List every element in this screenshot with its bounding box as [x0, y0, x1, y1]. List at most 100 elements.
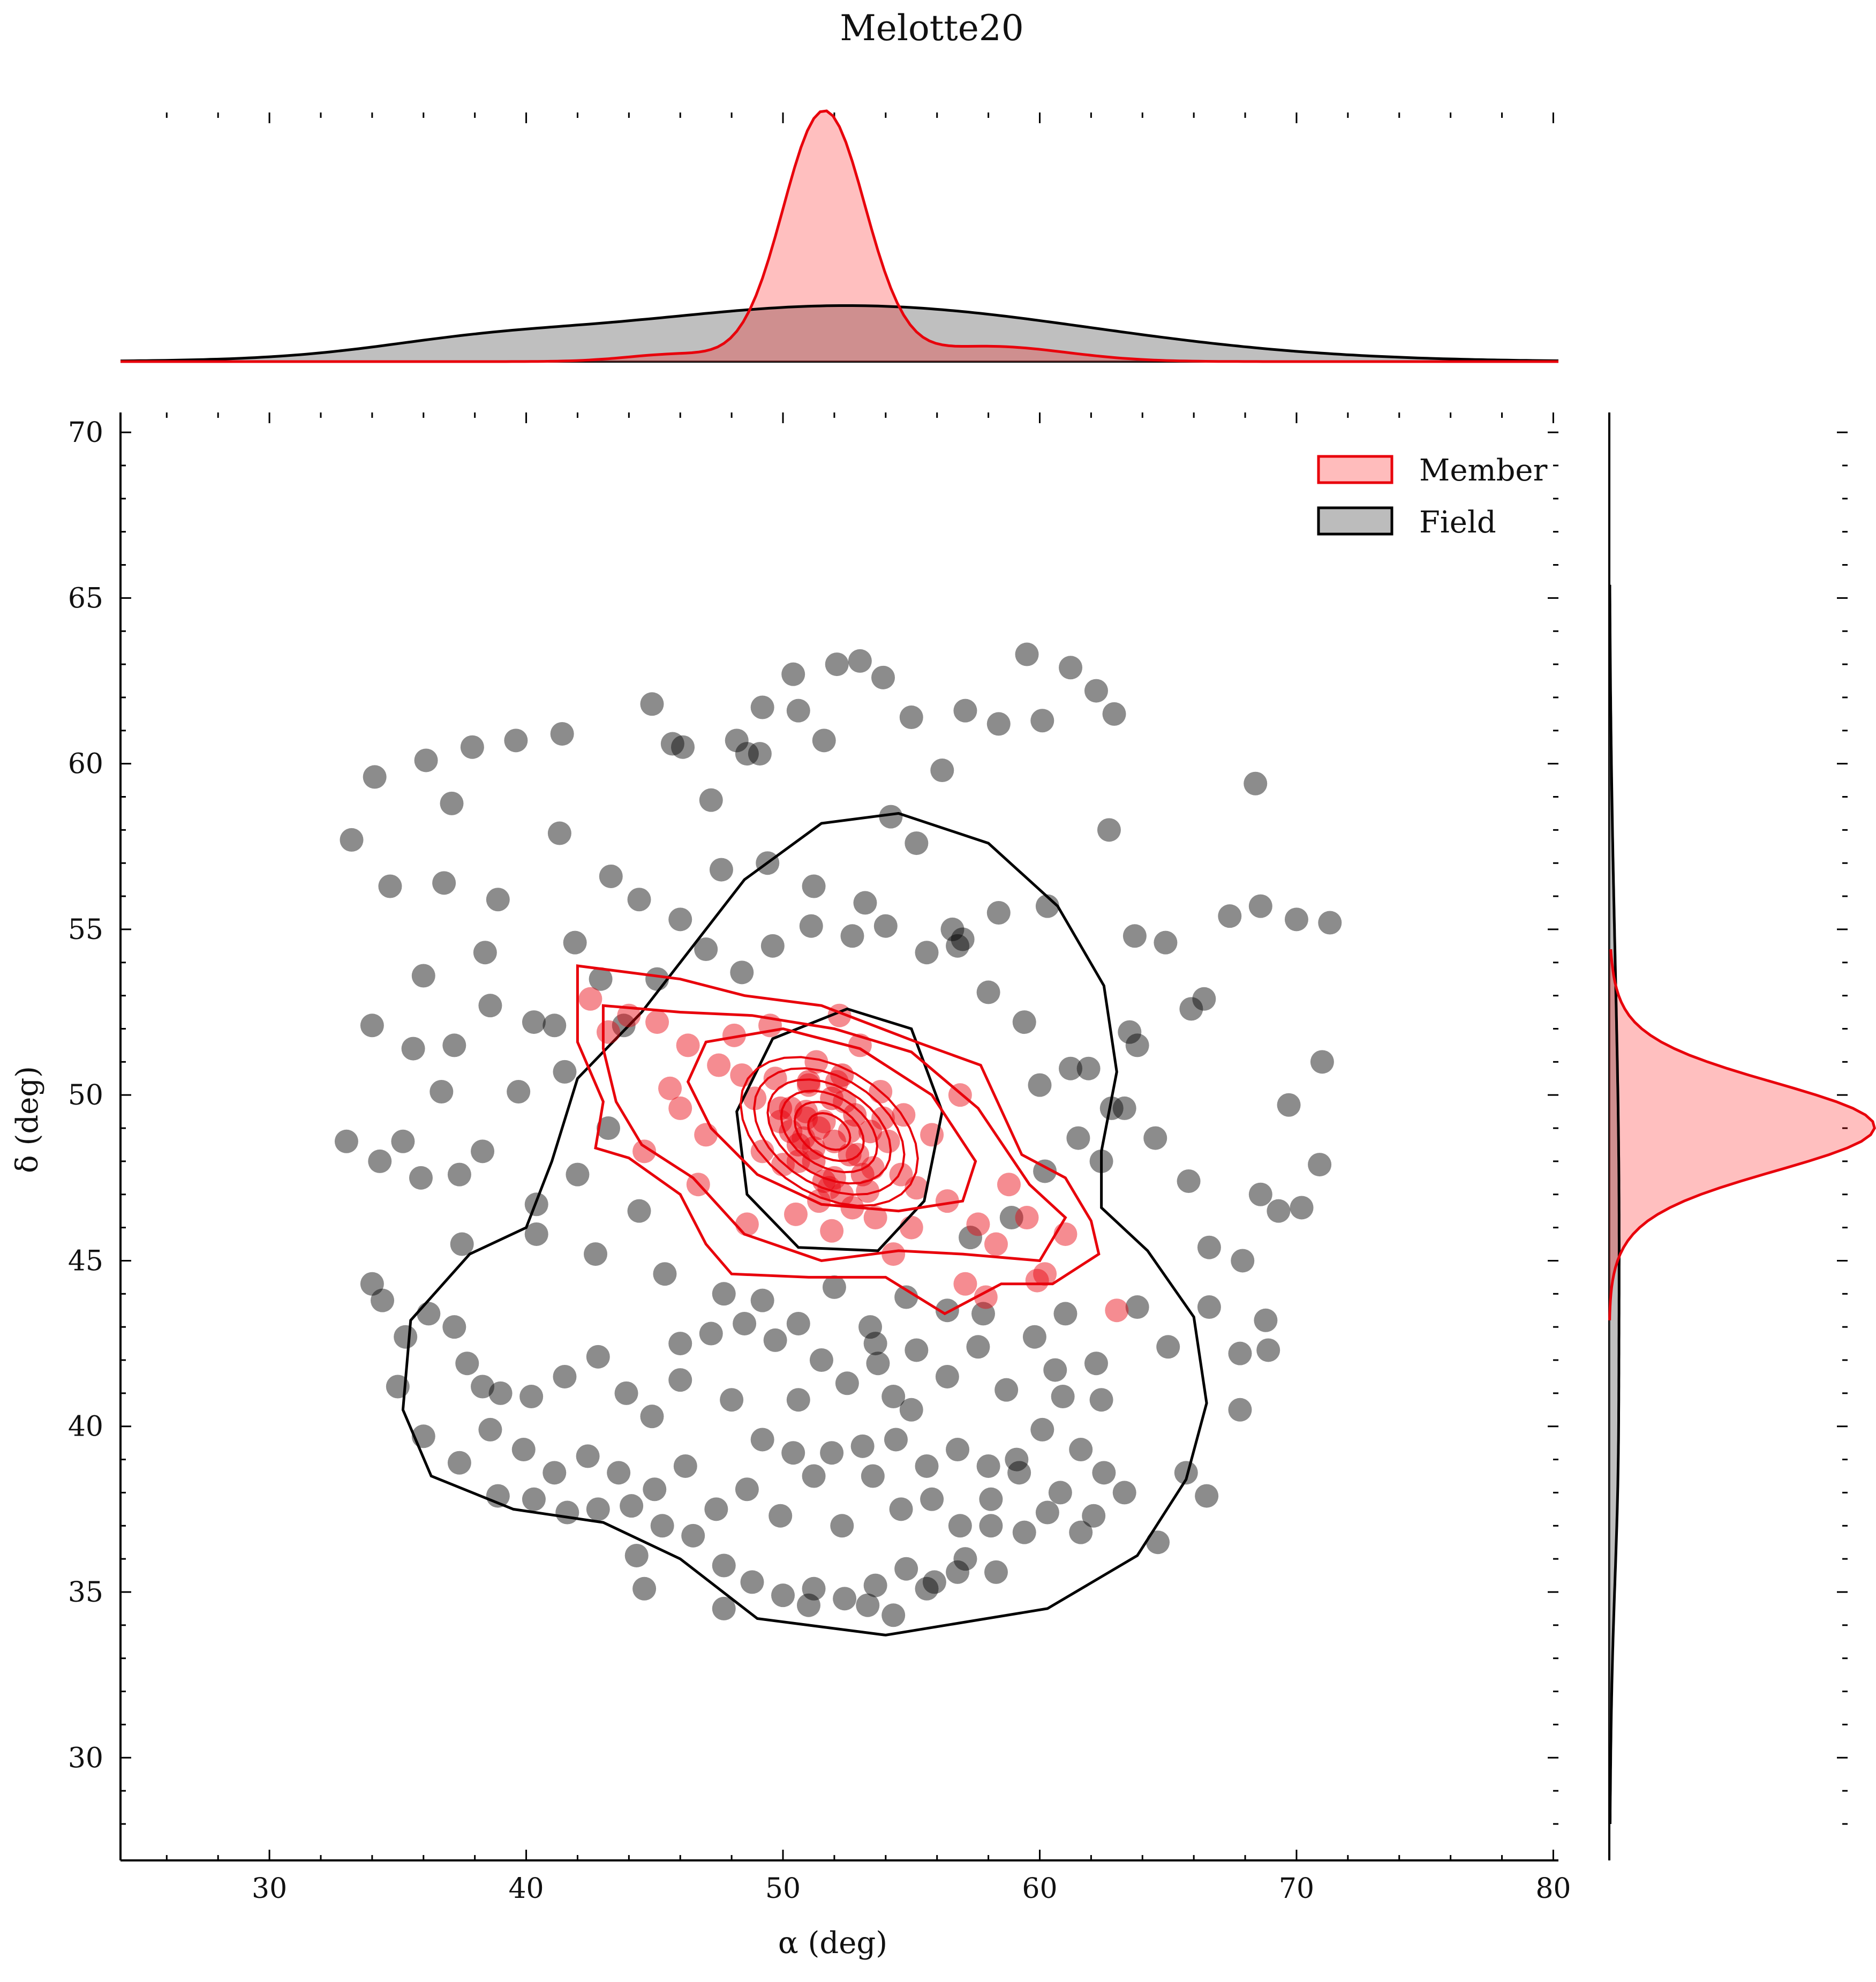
field-point — [1308, 1153, 1332, 1177]
field-point — [935, 1364, 959, 1388]
field-point — [704, 1497, 728, 1521]
field-point — [1089, 1388, 1113, 1412]
field-point — [712, 1282, 736, 1306]
field-point — [1033, 1159, 1057, 1183]
field-point — [802, 1576, 826, 1601]
member-point — [794, 1106, 818, 1130]
x-tick-label: 50 — [765, 1873, 801, 1905]
member-point — [997, 1173, 1021, 1197]
field-point — [620, 1494, 644, 1518]
field-point — [488, 1381, 513, 1405]
field-point — [1122, 924, 1147, 948]
field-point — [1177, 1169, 1201, 1193]
x-axis-label: α (deg) — [778, 1926, 887, 1961]
field-point — [1197, 1235, 1221, 1259]
field-point — [984, 1560, 1008, 1584]
field-point — [1051, 1385, 1075, 1409]
field-point — [409, 1166, 433, 1190]
member-point — [722, 1023, 746, 1047]
field-point — [1267, 1199, 1291, 1223]
field-point — [440, 791, 464, 815]
y-tick-label: 50 — [68, 1079, 103, 1112]
member-point — [779, 1120, 803, 1144]
field-point — [586, 1497, 610, 1521]
alpha-member-kde-line — [120, 109, 1558, 363]
alpha-marginal-panel — [120, 109, 1559, 363]
field-point — [796, 1593, 820, 1617]
field-point — [368, 1149, 392, 1173]
field-point — [1007, 1461, 1031, 1485]
field-point — [650, 1514, 674, 1538]
field-point — [1097, 818, 1121, 842]
field-point — [763, 1328, 787, 1352]
y-tick-label: 70 — [68, 417, 103, 449]
field-point — [882, 1385, 906, 1409]
field-point — [935, 1298, 959, 1323]
field-point — [748, 742, 772, 766]
field-point — [1012, 1010, 1036, 1034]
field-point — [976, 980, 1000, 1004]
member-point — [694, 1123, 718, 1147]
field-point — [450, 1232, 474, 1256]
field-point — [809, 1348, 833, 1372]
field-point — [360, 1272, 384, 1296]
field-point — [1156, 1335, 1180, 1359]
member-point — [1053, 1222, 1078, 1246]
member-point — [1033, 1262, 1057, 1286]
field-point — [563, 930, 587, 955]
field-point — [853, 891, 877, 915]
field-point — [986, 900, 1011, 925]
field-point — [946, 1560, 970, 1584]
field-point — [624, 1543, 649, 1567]
member-point — [882, 1242, 906, 1266]
field-point — [1102, 702, 1126, 726]
member-contour-outer — [576, 964, 1101, 1316]
field-point — [820, 1441, 844, 1465]
field-point — [1028, 1073, 1052, 1097]
field-point — [632, 1576, 657, 1601]
field-point — [543, 1013, 567, 1038]
field-point — [1030, 1417, 1054, 1442]
field-point — [1035, 1500, 1059, 1525]
legend-member-swatch — [1317, 455, 1393, 484]
main-scatter-panel: 30 40 50 60 70 80 30 35 40 45 50 55 60 65 70 — [68, 412, 1571, 1905]
field-point — [1043, 1358, 1067, 1382]
field-point — [378, 874, 402, 898]
field-point — [802, 1464, 826, 1488]
field-point — [1154, 930, 1178, 955]
chart-title: Melotte20 — [840, 7, 1024, 49]
field-point — [1195, 1484, 1219, 1508]
field-point — [553, 1060, 577, 1084]
field-point — [802, 874, 826, 898]
field-point — [576, 1444, 600, 1468]
field-point — [735, 1477, 759, 1501]
field-point — [786, 699, 810, 723]
field-point — [930, 759, 954, 783]
y-axis-label: δ (deg) — [10, 1066, 45, 1173]
field-point — [1084, 679, 1108, 703]
member-point — [596, 1020, 620, 1044]
field-point — [861, 1464, 885, 1488]
field-point — [550, 722, 574, 746]
field-point — [730, 960, 754, 985]
member-point — [783, 1202, 808, 1226]
field-point — [478, 1417, 502, 1442]
field-point — [1254, 1308, 1278, 1332]
y-tick-label: 30 — [68, 1742, 103, 1774]
field-point — [478, 994, 502, 1018]
field-point — [712, 1553, 736, 1578]
member-point — [645, 1010, 669, 1034]
field-point — [953, 1547, 977, 1571]
field-point — [1005, 1447, 1029, 1472]
member-contour-core — [807, 1112, 852, 1151]
field-point — [1048, 1481, 1072, 1505]
field-point — [668, 1332, 692, 1356]
field-point — [471, 1375, 495, 1399]
field-point — [1069, 1520, 1093, 1544]
field-point — [940, 917, 965, 941]
field-point — [612, 1013, 636, 1038]
field-point — [922, 1570, 946, 1594]
field-point — [709, 858, 733, 882]
member-point — [935, 1189, 959, 1213]
